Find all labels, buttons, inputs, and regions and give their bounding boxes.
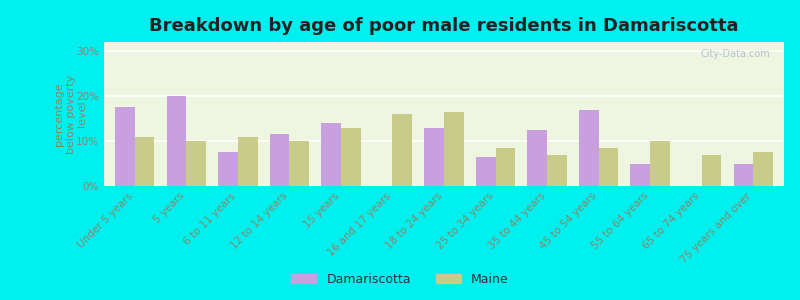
Bar xyxy=(218,152,238,186)
Bar xyxy=(598,148,618,186)
Bar xyxy=(290,141,309,186)
Bar xyxy=(630,164,650,186)
Bar xyxy=(425,128,444,186)
Bar xyxy=(341,128,361,186)
Bar xyxy=(341,128,361,186)
Bar xyxy=(322,123,341,186)
Bar xyxy=(650,141,670,186)
Bar xyxy=(393,114,412,186)
Bar xyxy=(630,164,650,186)
Bar xyxy=(547,154,566,186)
Bar xyxy=(495,148,515,186)
Bar xyxy=(186,141,206,186)
Y-axis label: percentage
below poverty
level: percentage below poverty level xyxy=(54,74,87,154)
Bar xyxy=(702,154,721,186)
Bar xyxy=(579,110,598,186)
Bar xyxy=(218,152,238,186)
Bar xyxy=(547,154,566,186)
Bar xyxy=(702,154,721,186)
Bar xyxy=(495,148,515,186)
Bar xyxy=(598,148,618,186)
Bar xyxy=(115,107,135,186)
Bar xyxy=(444,112,463,186)
Bar xyxy=(322,123,341,186)
Bar xyxy=(115,107,135,186)
Bar xyxy=(527,130,547,186)
Bar xyxy=(650,141,670,186)
Bar xyxy=(393,114,412,186)
Bar xyxy=(238,136,258,186)
Bar xyxy=(425,128,444,186)
Bar xyxy=(734,164,753,186)
Bar xyxy=(476,157,495,186)
Legend: Damariscotta, Maine: Damariscotta, Maine xyxy=(286,268,514,291)
Bar xyxy=(476,157,495,186)
Bar xyxy=(527,130,547,186)
Text: City-Data.com: City-Data.com xyxy=(701,49,770,59)
Bar xyxy=(270,134,290,186)
Bar xyxy=(135,136,154,186)
Bar xyxy=(167,96,186,186)
Bar xyxy=(753,152,773,186)
Title: Breakdown by age of poor male residents in Damariscotta: Breakdown by age of poor male residents … xyxy=(150,17,738,35)
Bar xyxy=(167,96,186,186)
Bar xyxy=(290,141,309,186)
Bar xyxy=(238,136,258,186)
Bar xyxy=(135,136,154,186)
Bar xyxy=(270,134,290,186)
Bar xyxy=(734,164,753,186)
Bar xyxy=(444,112,463,186)
Bar xyxy=(753,152,773,186)
Bar xyxy=(579,110,598,186)
Bar xyxy=(186,141,206,186)
